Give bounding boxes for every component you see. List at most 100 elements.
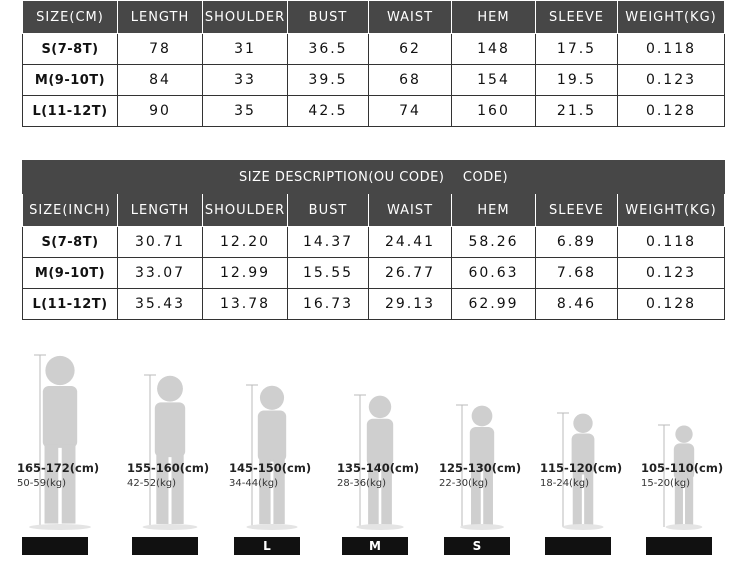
weight-range: 34-44(kg): [229, 478, 278, 489]
data-cell: 154: [451, 64, 536, 96]
size-badge: [646, 537, 712, 555]
child-leg: [259, 458, 271, 525]
data-cell: 60.63: [451, 257, 536, 289]
child-leg: [381, 463, 392, 525]
data-cell: 39.5: [287, 64, 369, 96]
data-cell: 62: [368, 33, 452, 65]
child-leg: [685, 478, 694, 525]
weight-range: 22-30(kg): [439, 478, 488, 489]
data-cell: 0.128: [617, 95, 725, 127]
height-range: 155-160(cm): [127, 461, 209, 475]
data-cell: 31: [202, 33, 288, 65]
header-cell: SLEEVE: [535, 193, 618, 227]
header-cell: BUST: [287, 0, 369, 34]
size-badge-label: L: [263, 539, 271, 553]
header-cell: LENGTH: [117, 0, 203, 34]
data-row: M(9-10T) 33.07 12.99 15.55 26.77 60.63 7.68 0.1…: [22, 257, 726, 289]
data-cell: 42.5: [287, 95, 369, 127]
data-cell: 16.73: [287, 288, 369, 320]
child-head: [573, 413, 593, 433]
shadow: [562, 524, 604, 530]
header-cell: SLEEVE: [535, 0, 618, 34]
child-leg: [61, 444, 76, 524]
child-head: [45, 355, 75, 386]
data-cell: 21.5: [535, 95, 618, 127]
size-badge-label: S: [473, 539, 482, 553]
data-cell: 30.71: [117, 226, 203, 258]
child-head: [675, 425, 693, 443]
weight-range: 28-36(kg): [337, 478, 386, 489]
shadow: [460, 524, 504, 530]
size-badge: [444, 537, 510, 555]
data-cell: 35: [202, 95, 288, 127]
data-cell: M(9-10T): [22, 64, 118, 96]
child-leg: [471, 468, 481, 525]
data-cell: 12.20: [202, 226, 288, 258]
child-head: [157, 375, 183, 402]
header-cell: WEIGHT(KG): [616, 193, 726, 227]
data-cell: 62.99: [451, 288, 536, 320]
size-badge: [132, 537, 198, 555]
child-torso: [469, 426, 495, 471]
height-range: 135-140(cm): [337, 461, 419, 475]
header-cell: WAIST: [368, 0, 452, 34]
data-cell: L(11-12T): [22, 288, 118, 320]
data-cell: 24.41: [368, 226, 452, 258]
size-badge: [22, 537, 88, 555]
data-cell: 36.5: [287, 33, 369, 65]
child-leg: [674, 478, 683, 525]
data-cell: 13.78: [202, 288, 288, 320]
shadow: [665, 524, 703, 530]
data-cell: 0.123: [617, 64, 725, 96]
data-cell: 84: [117, 64, 203, 96]
height-range: 145-150(cm): [229, 461, 311, 475]
header-cell: HEM: [451, 0, 536, 34]
child-torso: [366, 418, 394, 467]
data-cell: 26.77: [368, 257, 452, 289]
header-cell: WEIGHT(KG): [617, 0, 725, 34]
child-leg: [572, 472, 582, 525]
size-badge: [342, 537, 408, 555]
data-cell: 160: [451, 95, 536, 127]
size-badge-label: M: [369, 539, 381, 553]
header-cell: SIZE(CM): [22, 0, 118, 34]
height-range: 165-172(cm): [17, 461, 99, 475]
data-cell: 35.43: [117, 288, 203, 320]
data-row: L(11-12T) 90 35 42.5 74 160 21.5 0.128: [22, 95, 725, 127]
child-leg: [483, 468, 493, 525]
data-cell: 8.46: [535, 288, 618, 320]
child-leg: [156, 454, 169, 524]
data-cell: 78: [117, 33, 203, 65]
header-cell: HEM: [451, 193, 536, 227]
data-cell: 19.5: [535, 64, 618, 96]
weight-range: 18-24(kg): [540, 478, 589, 489]
data-cell: 15.55: [287, 257, 369, 289]
header-cell: SHOULDER: [202, 193, 288, 227]
data-cell: 148: [451, 33, 536, 65]
header-row: SIZE(INCH) LENGTH SHOULDER BUST WAIST HEM SLEE…: [22, 193, 726, 227]
size-badge: [545, 537, 611, 555]
shadow: [356, 524, 404, 530]
child-leg: [44, 444, 59, 524]
weight-range: 15-20(kg): [641, 478, 690, 489]
child-leg: [171, 454, 184, 524]
data-cell: 33: [202, 64, 288, 96]
height-range: 115-120(cm): [540, 461, 622, 475]
data-cell: 0.128: [616, 288, 726, 320]
header-cell: WAIST: [368, 193, 452, 227]
size-table-inch: SIZE DESCRIPTION(OU CODE) CODE) SIZE(INCH…: [21, 160, 726, 320]
child-leg: [368, 463, 379, 525]
header-cell: LENGTH: [117, 193, 203, 227]
header-row: SIZE(CM) LENGTH SHOULDER BUST WAIST HEM SLEEVE…: [22, 0, 725, 34]
height-range: 125-130(cm): [439, 461, 521, 475]
header-cell: SIZE(INCH): [22, 193, 118, 227]
shadow: [29, 524, 91, 530]
data-cell: 14.37: [287, 226, 369, 258]
data-cell: 29.13: [368, 288, 452, 320]
data-row: S(7-8T) 30.71 12.20 14.37 24.41 58.26 6.89 0.11…: [22, 226, 726, 258]
child-head: [471, 405, 493, 427]
data-row: L(11-12T) 35.43 13.78 16.73 29.13 62.99 8.46 0.…: [22, 288, 726, 320]
data-cell: M(9-10T): [22, 257, 118, 289]
data-cell: 58.26: [451, 226, 536, 258]
data-cell: S(7-8T): [22, 33, 118, 65]
